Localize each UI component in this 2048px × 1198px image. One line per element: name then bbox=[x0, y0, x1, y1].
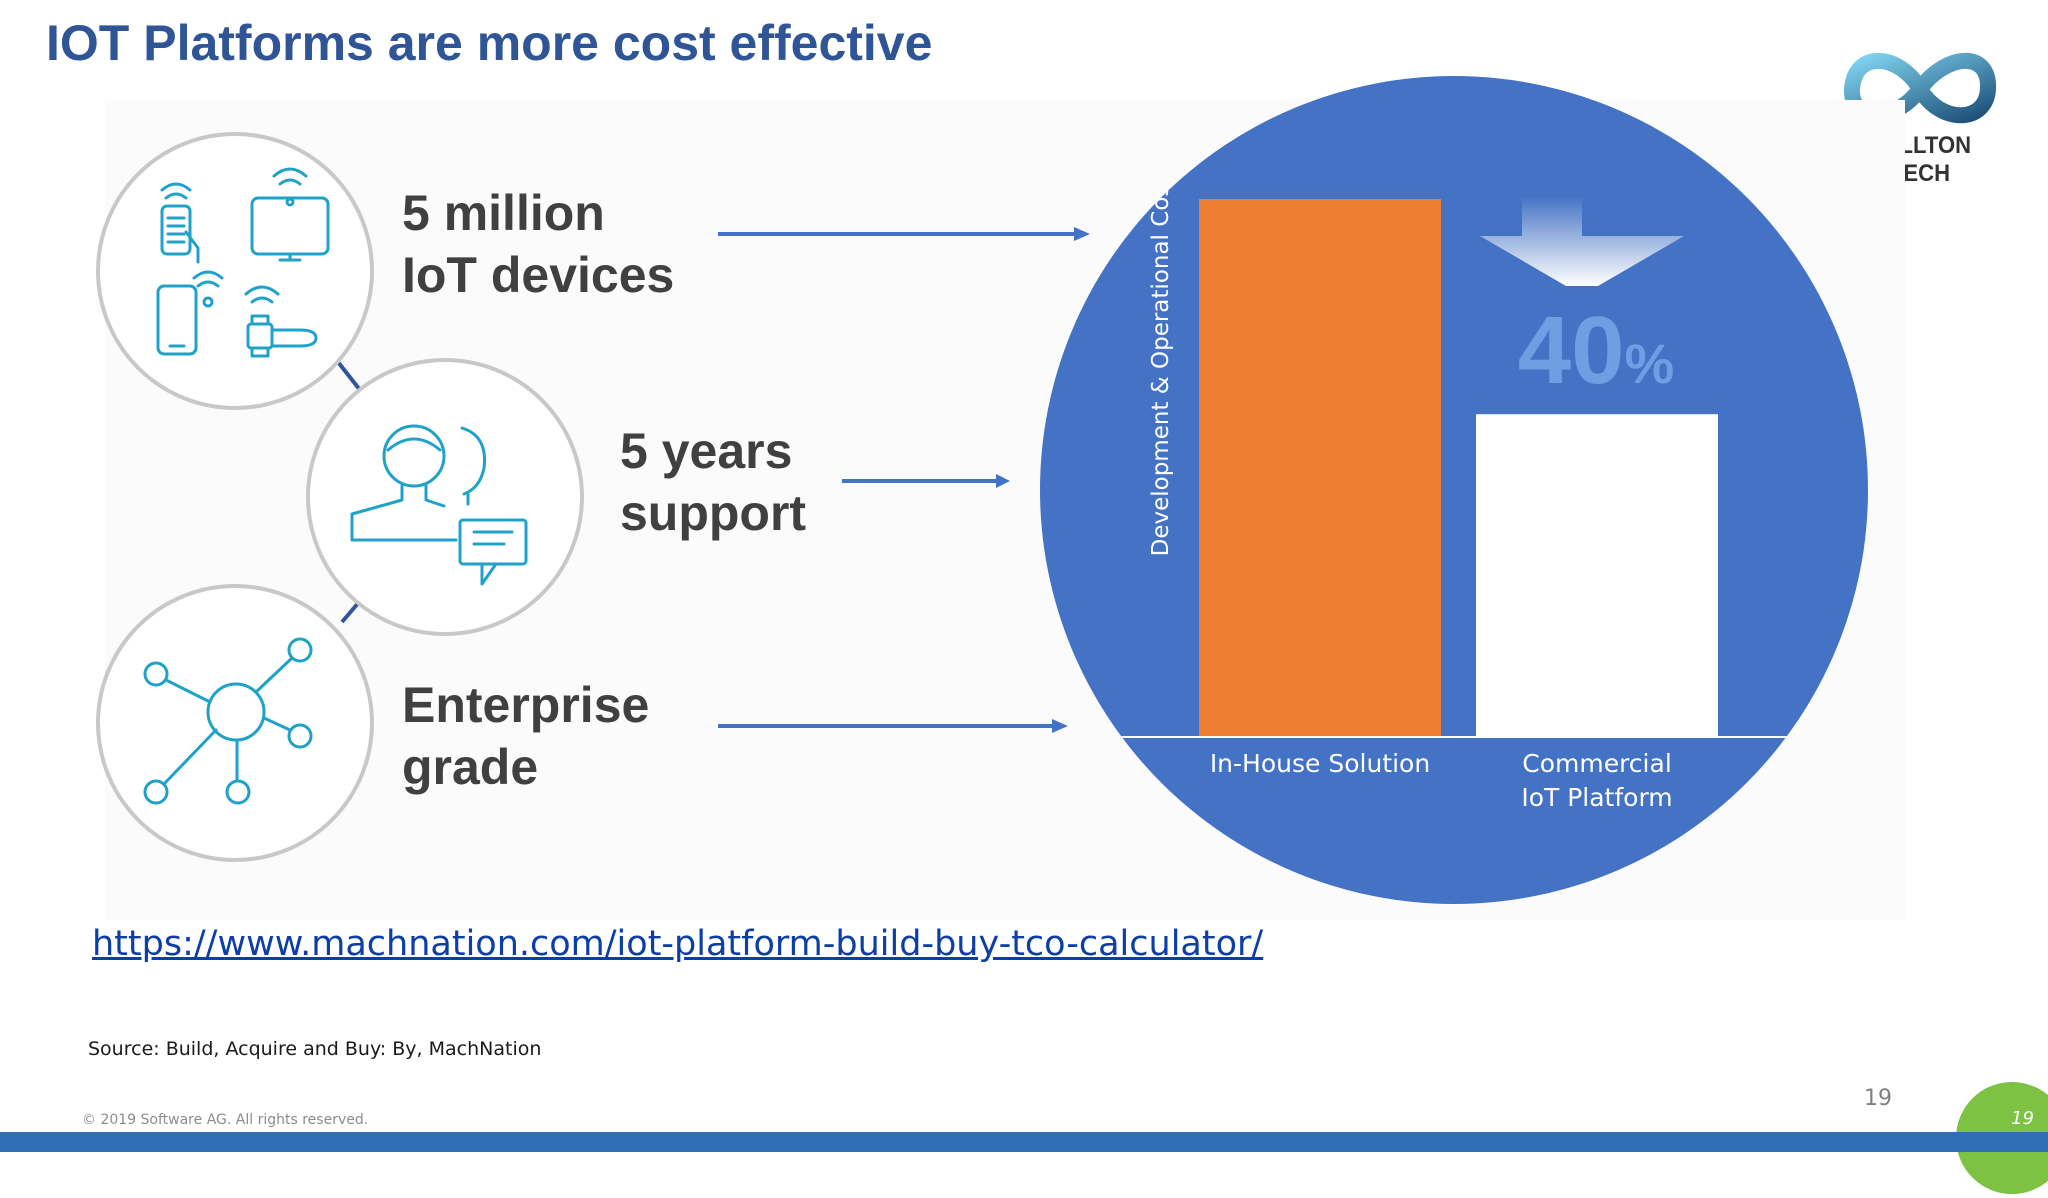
tco-calculator-link[interactable]: https://www.machnation.com/iot-platform-… bbox=[92, 924, 1264, 964]
feature-enterprise-line2: grade bbox=[402, 739, 539, 795]
down-arrow-icon bbox=[1480, 196, 1684, 286]
footer-bar bbox=[0, 1132, 2048, 1152]
feature-devices-line1: 5 million bbox=[402, 185, 605, 241]
page-badge-number: 19 bbox=[2011, 1108, 2034, 1129]
category-label-1-0: Commercial bbox=[1522, 749, 1672, 778]
page-number: 19 bbox=[1864, 1086, 1892, 1111]
feature-support-text: 5 years support bbox=[620, 420, 806, 544]
arrow-right-icon bbox=[842, 474, 1010, 488]
devices-icon bbox=[156, 167, 330, 358]
feature-enterprise-line1: Enterprise bbox=[402, 677, 650, 733]
cost-chart-disc: Development & Operational Cost In-House … bbox=[1040, 76, 1868, 904]
savings-percent-value: 40 bbox=[1518, 297, 1625, 404]
feature-devices-line2: IoT devices bbox=[402, 247, 675, 303]
savings-percent-unit: % bbox=[1624, 332, 1674, 395]
copyright-notice: © 2019 Software AG. All rights reserved. bbox=[82, 1112, 369, 1128]
savings-annotation-text: 40% bbox=[1518, 297, 1675, 404]
category-label-1-1: IoT Platform bbox=[1521, 783, 1672, 812]
feature-support-line2: support bbox=[620, 485, 807, 541]
network-icon bbox=[143, 637, 313, 805]
savings-annotation: 40% bbox=[1480, 196, 1684, 404]
support-circle bbox=[306, 358, 584, 636]
arrow-right-icon bbox=[718, 227, 1090, 241]
bar-in-house bbox=[1199, 199, 1441, 737]
support-people-icon bbox=[350, 424, 528, 586]
cost-bar-chart: Development & Operational Cost In-House … bbox=[1120, 176, 1788, 812]
infinity-logo-icon bbox=[1844, 52, 1996, 124]
feature-devices-text: 5 million IoT devices bbox=[402, 182, 674, 306]
category-label-0-0: In-House Solution bbox=[1210, 749, 1430, 778]
slide-title: IOT Platforms are more cost effective bbox=[46, 15, 933, 71]
feature-enterprise-text: Enterprise grade bbox=[402, 674, 649, 798]
bar-commercial bbox=[1476, 414, 1718, 737]
feature-support-line1: 5 years bbox=[620, 423, 793, 479]
arrow-right-icon bbox=[718, 719, 1068, 733]
source-note: Source: Build, Acquire and Buy: By, Mach… bbox=[88, 1038, 542, 1060]
devices-circle bbox=[96, 132, 374, 410]
network-circle bbox=[96, 584, 374, 862]
y-axis-label: Development & Operational Cost bbox=[1148, 176, 1174, 557]
